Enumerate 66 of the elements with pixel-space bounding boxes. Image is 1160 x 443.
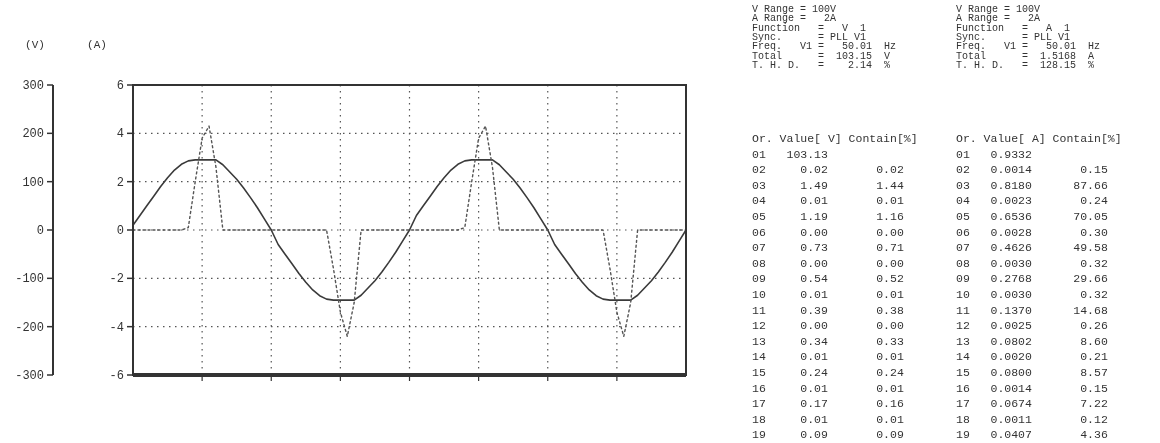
text: 08 0.0030 0.32 (956, 256, 1108, 270)
text: 13 0.0802 8.60 (956, 334, 1108, 348)
text: 11 0.1370 14.68 (956, 303, 1108, 317)
text: 09 0.54 0.52 (752, 272, 904, 286)
y2-tick-label: -200 (15, 320, 44, 335)
text: 10 0.0030 0.32 (956, 288, 1108, 301)
text: Sync. = PLL V1 (956, 31, 1071, 43)
text: 19 0.0407 4.36 (956, 428, 1108, 442)
text: T. H. D. = 2.14 % (752, 59, 891, 71)
text: 04 0.01 0.01 (752, 194, 904, 208)
text: 19 0.09 0.09 (752, 428, 904, 442)
y-tick-label: -6 (109, 369, 124, 383)
text: 16 0.0014 0.15 (956, 381, 1108, 395)
y-tick-label: 6 (116, 79, 124, 93)
text: V Range = 100V (752, 4, 837, 15)
text: 01 0.9332 (956, 147, 1033, 161)
text: 12 0.00 0.00 (752, 319, 904, 333)
text: 01 103.13 (752, 147, 829, 161)
text: 10 0.01 0.01 (752, 288, 904, 301)
text: 07 0.73 0.71 (752, 241, 904, 255)
text: 09 0.2768 29.66 (956, 272, 1108, 286)
text: Function = A 1 (956, 22, 1071, 34)
y2-tick-label: -100 (15, 272, 44, 287)
text: 14 0.01 0.01 (752, 350, 904, 364)
y-tick-label: -2 (109, 272, 124, 287)
text: V Range = 100V (956, 4, 1041, 15)
text: 02 0.02 0.02 (752, 163, 904, 177)
y2-tick-label: 100 (22, 175, 44, 190)
y2-tick-label: 0 (36, 224, 44, 238)
text: 03 0.8180 87.66 (956, 178, 1108, 192)
text: 05 0.6536 70.05 (956, 210, 1108, 223)
text: 16 0.01 0.01 (752, 381, 904, 395)
text: 18 0.01 0.01 (752, 412, 904, 426)
text: 13 0.34 0.33 (752, 334, 904, 348)
text: Total = 103.15 V (752, 50, 891, 62)
text: 05 1.19 1.16 (752, 210, 904, 223)
text: 02 0.0014 0.15 (956, 163, 1108, 177)
text: 08 0.00 0.00 (752, 256, 904, 270)
text: 06 0.00 0.00 (752, 225, 904, 239)
text: Function = V 1 (752, 22, 867, 34)
text: 11 0.39 0.38 (752, 303, 904, 317)
y2-axis-title: (V) (25, 39, 45, 51)
text: T. H. D. = 128.15 % (956, 59, 1095, 71)
y-tick-label: -4 (109, 320, 124, 335)
text: 03 1.49 1.44 (752, 178, 904, 192)
y2-tick-label: -300 (15, 369, 44, 383)
text: 06 0.0028 0.30 (956, 225, 1108, 239)
text: 14 0.0020 0.21 (956, 350, 1108, 364)
text: Or. Value[ V] Contain[%] (752, 132, 918, 145)
y-axis-title: (A) (87, 39, 107, 51)
text: 07 0.4626 49.58 (956, 241, 1108, 255)
y2-tick-label: 200 (22, 127, 44, 142)
text: Total = 1.5168 A (956, 50, 1095, 62)
text: 17 0.17 0.16 (752, 397, 904, 411)
text: Or. Value[ A] Contain[%] (956, 132, 1122, 145)
text: 15 0.0800 8.57 (956, 366, 1108, 379)
text: 15 0.24 0.24 (752, 366, 904, 379)
text: 18 0.0011 0.12 (956, 412, 1108, 426)
y-tick-label: 0 (116, 224, 124, 238)
y-tick-label: 2 (116, 175, 124, 190)
text: 04 0.0023 0.24 (956, 194, 1108, 208)
text: Sync. = PLL V1 (752, 31, 867, 43)
text: 12 0.0025 0.26 (956, 319, 1108, 333)
text: 17 0.0674 7.22 (956, 397, 1108, 411)
y-tick-label: 4 (116, 127, 124, 142)
y2-tick-label: 300 (22, 79, 44, 93)
